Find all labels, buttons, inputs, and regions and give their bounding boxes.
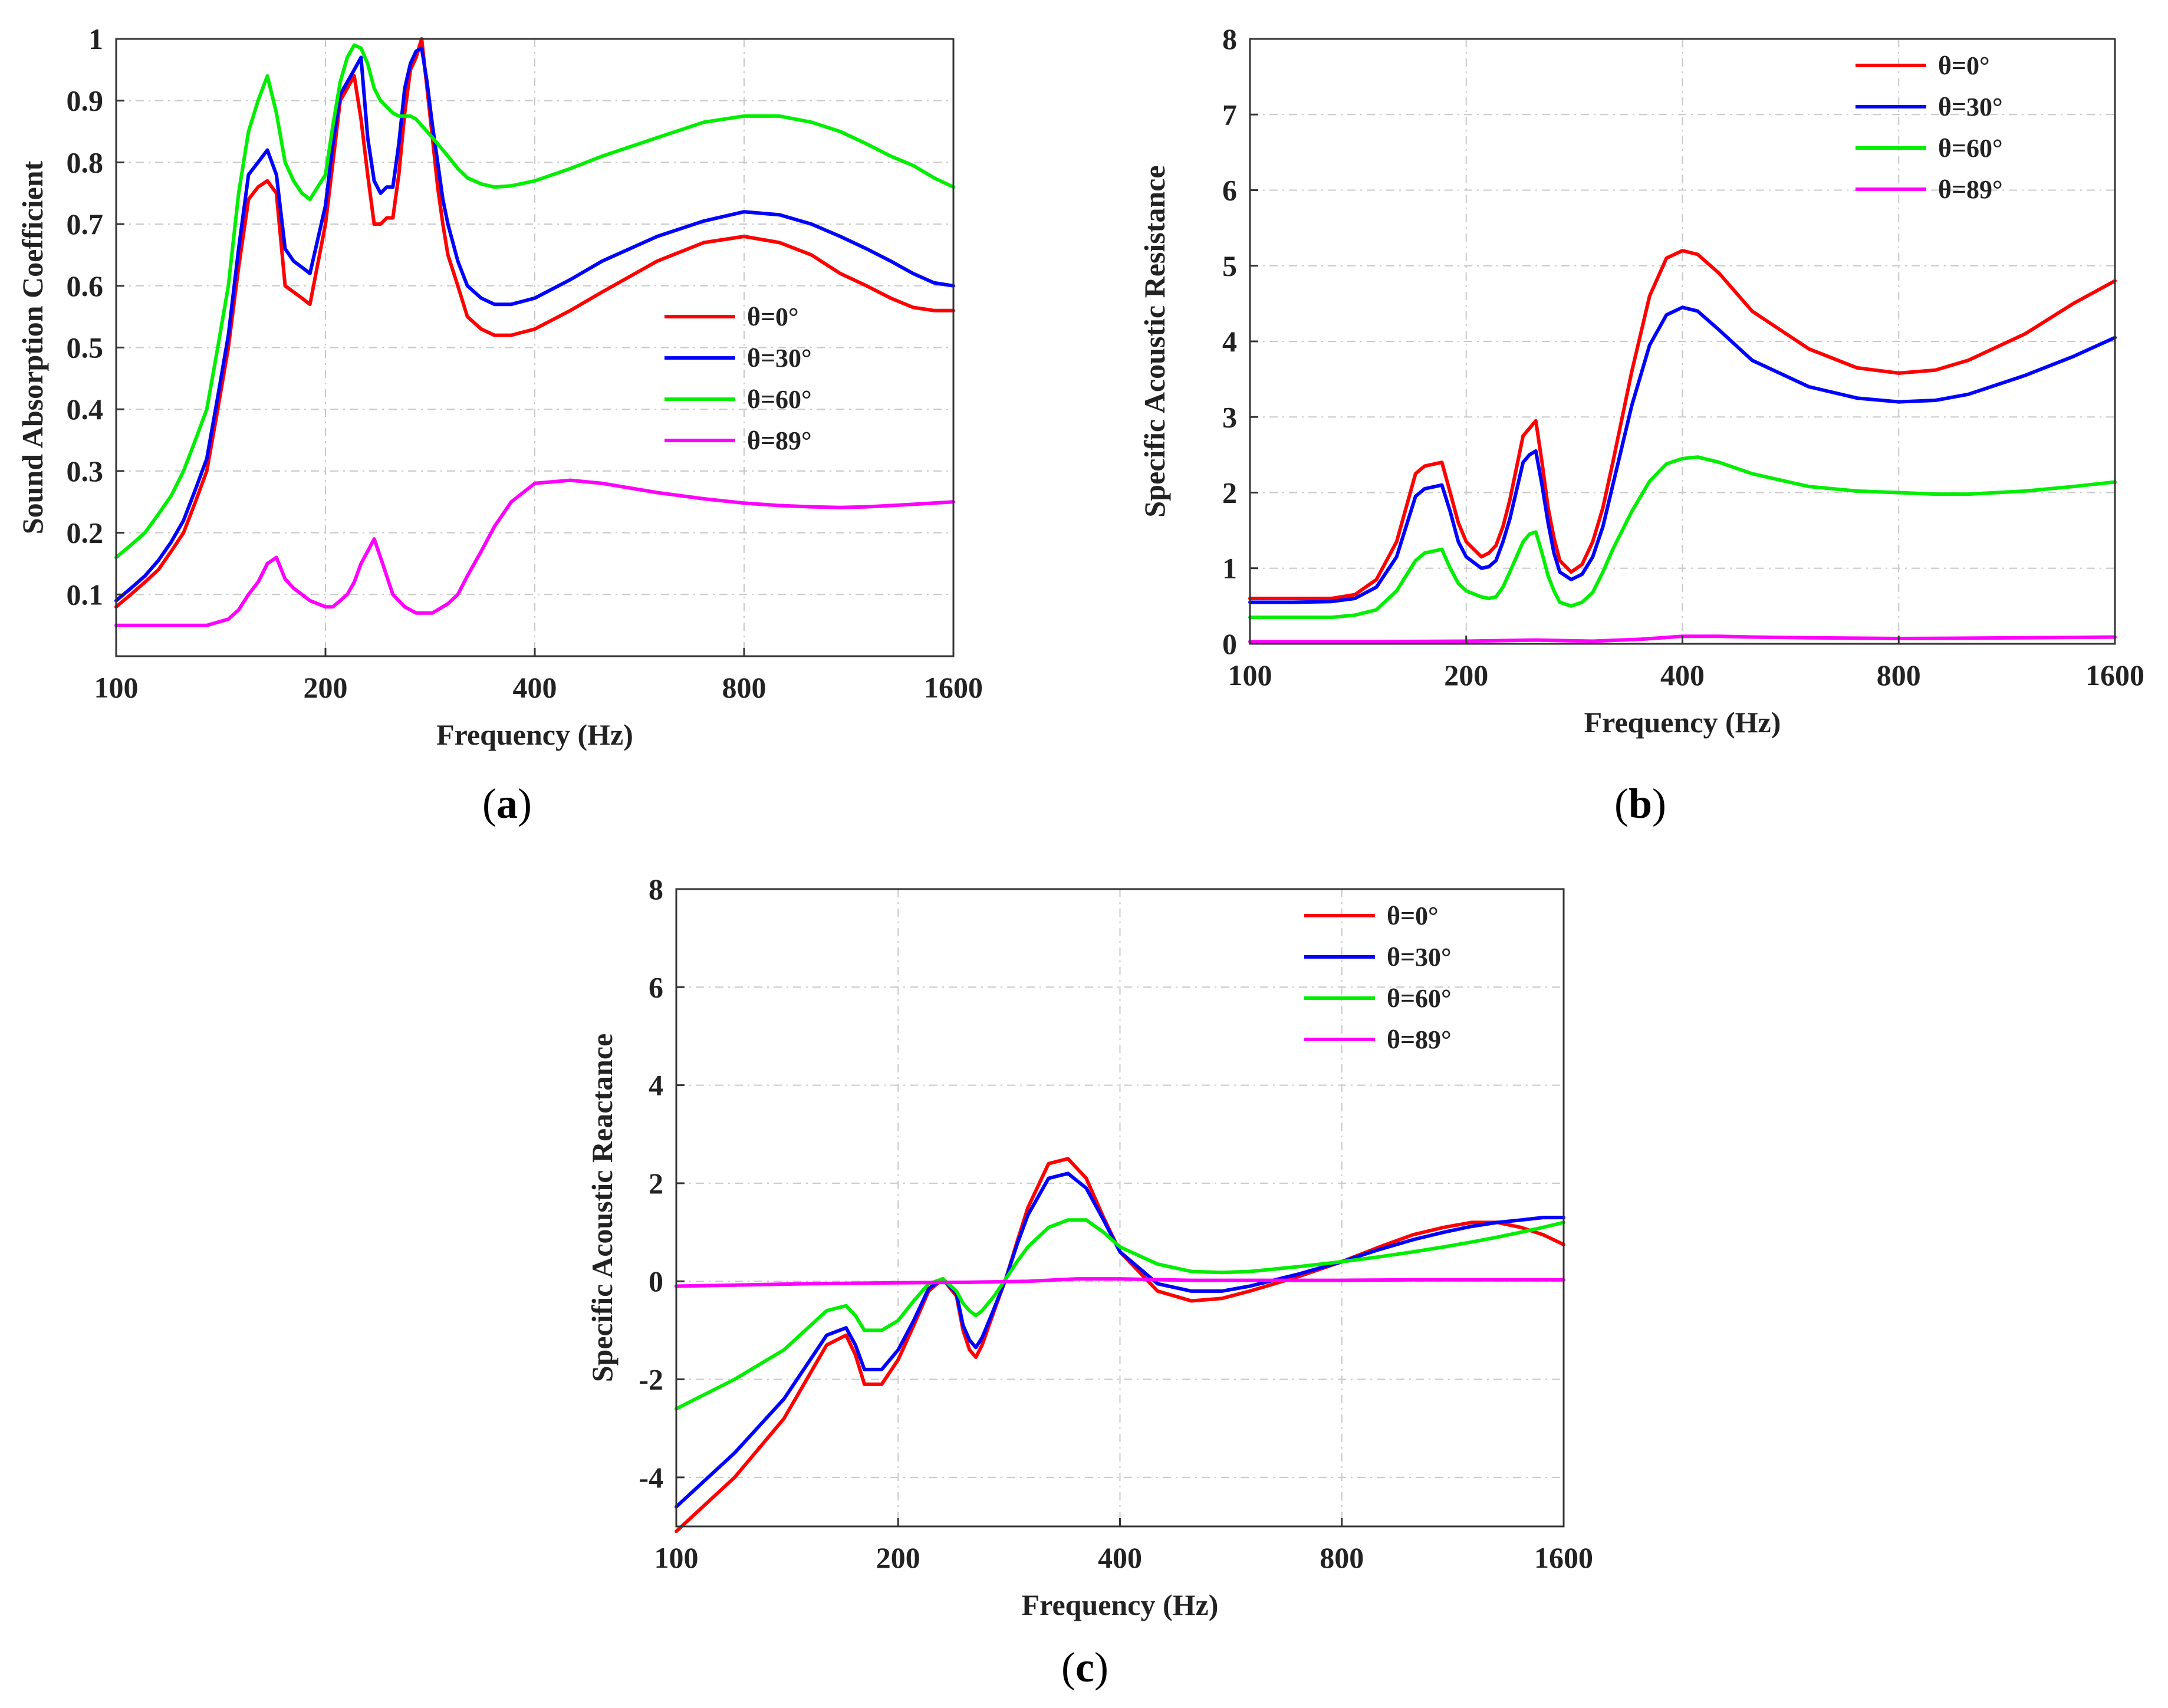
legend-label-theta-89: θ=89° — [747, 426, 812, 455]
y-tick-label: 0 — [649, 1265, 663, 1298]
x-tick-label: 800 — [1877, 659, 1921, 692]
y-tick-label: 0.6 — [67, 269, 104, 302]
y-tick-label: -4 — [639, 1461, 663, 1494]
series-line-theta-89 — [675, 1277, 1565, 1288]
legend-label-theta-0: θ=0° — [747, 302, 799, 331]
x-tick-label: 800 — [1320, 1541, 1364, 1574]
y-tick-label: 8 — [1222, 22, 1237, 55]
y-tick-label: 6 — [649, 970, 663, 1003]
series-line-theta-89 — [1248, 634, 2117, 644]
series-group — [1248, 249, 2117, 644]
panel-a: 100 200 400 800 1600 0.1 0.2 0.3 0.4 0.5 0.6 0.7 0.8… — [16, 22, 983, 827]
legend: θ=0° θ=30° θ=60° θ=89° — [1304, 901, 1452, 1054]
y-tick-label: 1 — [88, 22, 103, 55]
series-line-theta-30 — [675, 1171, 1565, 1509]
grid — [116, 38, 954, 656]
x-axis-label: Frequency (Hz) — [1022, 1588, 1219, 1621]
y-tick-label: 0.5 — [67, 331, 104, 364]
x-tick-label: 200 — [304, 671, 348, 704]
panel-b: 100 200 400 800 1600 0 1 2 3 4 5 6 7 8 Frequency (Hz) S… — [1138, 22, 2144, 827]
legend: θ=0° θ=30° θ=60° θ=89° — [664, 302, 812, 455]
y-tick-label: 6 — [1222, 174, 1237, 207]
x-tick-label: 1600 — [1534, 1541, 1593, 1574]
legend: θ=0° θ=30° θ=60° θ=89° — [1856, 51, 2003, 204]
y-tick-label: 1 — [1222, 552, 1237, 585]
y-tick-label: 3 — [1222, 400, 1237, 433]
legend-label-theta-60: θ=60° — [1387, 984, 1452, 1013]
series-group — [114, 37, 955, 627]
y-tick-label: 2 — [649, 1167, 663, 1200]
series-line-theta-0 — [114, 37, 955, 609]
y-axis-label: Specific Acoustic Reactance — [585, 1034, 619, 1383]
x-tick-label: 100 — [94, 671, 139, 704]
y-tick-label: 0.9 — [67, 84, 104, 117]
y-tick-label: 0.4 — [67, 393, 104, 426]
y-tick-label: 5 — [1222, 249, 1237, 282]
y-tick-label: 0.3 — [67, 455, 104, 488]
legend-label-theta-30: θ=30° — [747, 344, 812, 373]
legend-label-theta-30: θ=30° — [1938, 93, 2003, 121]
legend-label-theta-0: θ=0° — [1938, 51, 1990, 80]
series-line-theta-0 — [1248, 249, 2117, 600]
y-axis-label: Specific Acoustic Resistance — [1138, 165, 1171, 517]
y-tick-label: 4 — [649, 1069, 663, 1102]
y-tick-label: 0.7 — [67, 208, 104, 241]
legend-label-theta-89: θ=89° — [1938, 175, 2003, 204]
legend-label-theta-60: θ=60° — [747, 385, 812, 414]
x-tick-label: 100 — [1228, 659, 1272, 692]
series-line-theta-30 — [1248, 305, 2117, 604]
y-tick-label: 0 — [1222, 627, 1237, 660]
x-tick-label: 200 — [1444, 659, 1488, 692]
x-tick-label: 800 — [722, 671, 766, 704]
series-line-theta-30 — [114, 46, 955, 603]
x-tick-label: 200 — [876, 1541, 920, 1574]
series-line-theta-89 — [114, 478, 955, 627]
legend-label-theta-0: θ=0° — [1387, 901, 1439, 930]
series-line-theta-60 — [675, 1218, 1565, 1411]
series-line-theta-60 — [114, 43, 955, 560]
x-tick-label: 400 — [1098, 1541, 1142, 1574]
x-axis-label: Frequency (Hz) — [436, 718, 633, 751]
series-group — [675, 1157, 1565, 1533]
panel-c: 100 200 400 800 1600 -4 -2 0 2 4 6 8 Frequency (Hz) S… — [585, 873, 1593, 1691]
x-axis-label: Frequency (Hz) — [1584, 706, 1781, 739]
y-tick-label: 4 — [1222, 325, 1237, 358]
y-tick-label: 0.8 — [67, 146, 104, 179]
x-tick-label: 1600 — [924, 671, 983, 704]
series-line-theta-60 — [1248, 455, 2117, 620]
y-axis-label: Sound Absorption Coefficient — [16, 160, 49, 534]
panel-caption: (a) — [482, 780, 532, 827]
x-tick-label: 100 — [654, 1541, 699, 1574]
panel-caption: (c) — [1061, 1644, 1108, 1691]
y-tick-label: 0.1 — [67, 578, 104, 611]
x-tick-label: 400 — [1660, 659, 1705, 692]
legend-label-theta-60: θ=60° — [1938, 134, 2003, 163]
plot-area — [116, 39, 953, 656]
y-tick-label: 7 — [1222, 98, 1237, 131]
y-tick-label: 8 — [649, 873, 663, 906]
panel-caption: (b) — [1614, 780, 1666, 827]
legend-label-theta-89: θ=89° — [1387, 1025, 1452, 1054]
legend-label-theta-30: θ=30° — [1387, 943, 1452, 972]
x-tick-label: 1600 — [2085, 659, 2144, 692]
y-tick-label: 2 — [1222, 476, 1237, 509]
y-tick-label: -2 — [639, 1363, 663, 1396]
x-tick-label: 400 — [513, 671, 557, 704]
y-tick-label: 0.2 — [67, 516, 104, 549]
